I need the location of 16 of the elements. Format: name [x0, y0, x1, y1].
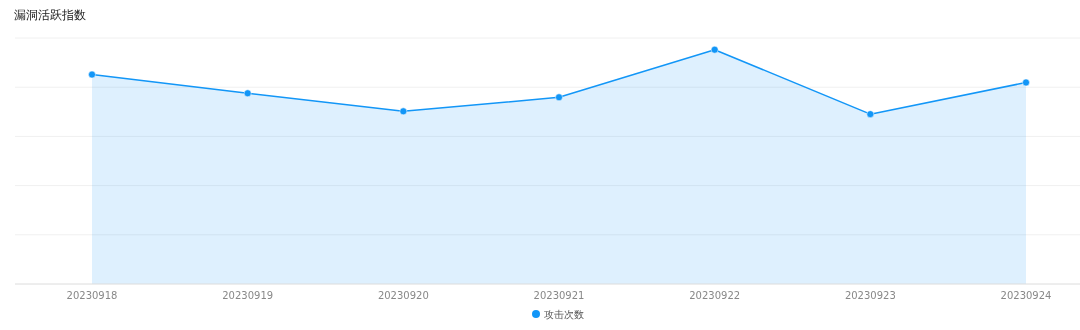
point: [399, 107, 408, 116]
x-tick-label: 20230919: [222, 290, 274, 301]
x-tick-label: 20230923: [844, 290, 896, 301]
point: [243, 89, 252, 98]
point: [88, 70, 96, 79]
x-tick-label: 20230921: [533, 290, 585, 301]
legend-label: 攻击次数: [544, 309, 584, 320]
point: [866, 110, 875, 118]
x-tick-label: 20230924: [1000, 290, 1052, 301]
point: [1022, 78, 1030, 87]
x-tick-label: 20230922: [689, 290, 741, 301]
x-tick-label: 20230920: [377, 290, 429, 301]
chart-title: 漏洞活跃指数: [14, 8, 86, 22]
point: [710, 45, 719, 54]
point: [555, 93, 563, 102]
x-tick-label: 20230918: [66, 290, 118, 301]
